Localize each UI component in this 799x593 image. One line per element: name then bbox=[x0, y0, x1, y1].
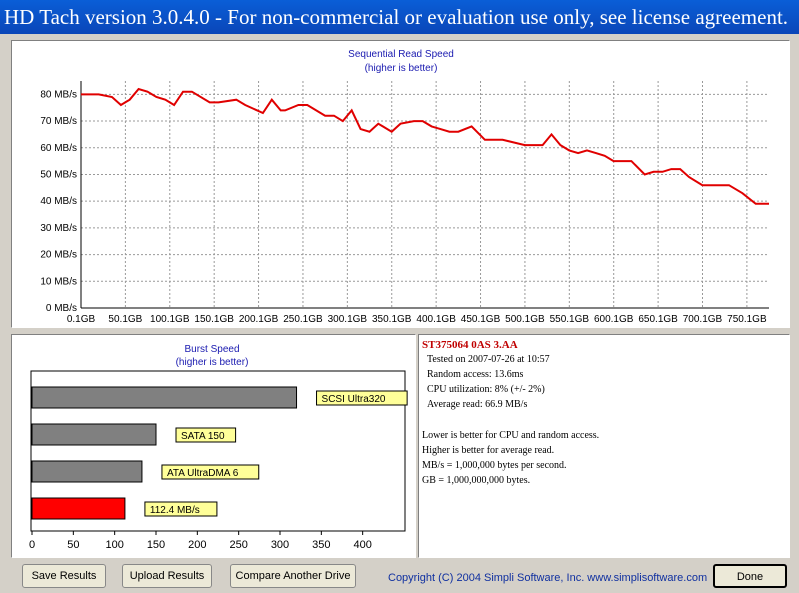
read-x-tick-label: 450.1GB bbox=[461, 314, 501, 325]
burst-x-tick-label: 0 bbox=[29, 539, 35, 551]
burst-bar-label: 112.4 MB/s bbox=[150, 505, 200, 516]
average-read-text: Average read: 66.9 MB/s bbox=[427, 399, 528, 410]
random-access-text: Random access: 13.6ms bbox=[427, 369, 524, 380]
compare-another-drive-button[interactable]: Compare Another Drive bbox=[230, 564, 356, 588]
read-chart-subtitle: (higher is better) bbox=[365, 63, 438, 74]
results-info-panel: ST375064 0AS 3.AA Tested on 2007-07-26 a… bbox=[418, 334, 790, 558]
burst-bar-label: ATA UltraDMA 6 bbox=[167, 468, 239, 479]
drive-model: ST375064 0AS 3.AA bbox=[422, 339, 518, 351]
read-x-tick-label: 750.1GB bbox=[727, 314, 767, 325]
burst-speed-panel: Burst Speed (higher is better) SCSI Ultr… bbox=[11, 334, 416, 558]
burst-x-tick-label: 200 bbox=[188, 539, 206, 551]
read-x-tick-label: 650.1GB bbox=[638, 314, 678, 325]
burst-bar bbox=[31, 423, 157, 446]
burst-bar-label-box bbox=[144, 501, 218, 517]
note-gb-definition: GB = 1,000,000,000 bytes. bbox=[422, 475, 531, 486]
burst-bar-label: SATA 150 bbox=[181, 431, 225, 442]
burst-bar-label-box bbox=[316, 390, 408, 406]
read-speed-line bbox=[80, 87, 769, 205]
read-y-tick-label: 70 MB/s bbox=[40, 116, 77, 127]
read-x-tick-label: 300.1GB bbox=[328, 314, 368, 325]
read-y-tick-label: 50 MB/s bbox=[40, 169, 77, 180]
note-mbs-definition: MB/s = 1,000,000 bytes per second. bbox=[422, 460, 567, 471]
cpu-utilization-text: CPU utilization: 8% (+/- 2%) bbox=[427, 384, 545, 395]
read-x-tick-label: 100.1GB bbox=[150, 314, 190, 325]
burst-speed-chart: Burst Speed (higher is better) SCSI Ultr… bbox=[29, 344, 408, 551]
note-higher-better: Higher is better for average read. bbox=[422, 445, 555, 456]
burst-bar bbox=[31, 386, 298, 409]
read-x-tick-label: 50.1GB bbox=[108, 314, 142, 325]
read-y-tick-label: 80 MB/s bbox=[40, 89, 77, 100]
burst-x-tick-label: 50 bbox=[67, 539, 79, 551]
read-y-tick-label: 60 MB/s bbox=[40, 143, 77, 154]
burst-chart-title: Burst Speed bbox=[184, 344, 239, 355]
read-y-tick-label: 10 MB/s bbox=[40, 276, 77, 287]
read-x-tick-label: 600.1GB bbox=[594, 314, 634, 325]
save-results-button[interactable]: Save Results bbox=[22, 564, 106, 588]
window-title-bar: HD Tach version 3.0.4.0 - For non-commer… bbox=[0, 0, 799, 34]
read-y-tick-label: 30 MB/s bbox=[40, 223, 77, 234]
done-button[interactable]: Done bbox=[713, 564, 787, 588]
read-x-tick-label: 400.1GB bbox=[416, 314, 456, 325]
read-x-tick-label: 500.1GB bbox=[505, 314, 545, 325]
burst-bar bbox=[31, 460, 143, 483]
burst-bar-label-box bbox=[175, 427, 237, 443]
burst-bar bbox=[31, 497, 126, 520]
copyright-text: Copyright (C) 2004 Simpli Software, Inc.… bbox=[388, 572, 708, 584]
read-y-tick-label: 0 MB/s bbox=[46, 303, 77, 314]
read-x-tick-label: 550.1GB bbox=[550, 314, 590, 325]
read-x-tick-label: 150.1GB bbox=[194, 314, 234, 325]
read-x-tick-label: 0.1GB bbox=[67, 314, 96, 325]
burst-x-tick-label: 100 bbox=[105, 539, 123, 551]
note-lower-better: Lower is better for CPU and random acces… bbox=[422, 430, 600, 441]
burst-x-tick-label: 250 bbox=[229, 539, 247, 551]
read-y-tick-label: 20 MB/s bbox=[40, 250, 77, 261]
read-x-tick-label: 700.1GB bbox=[683, 314, 723, 325]
sequential-read-panel: Sequential Read Speed (higher is better)… bbox=[11, 40, 790, 328]
burst-bar-label: SCSI Ultra320 bbox=[322, 394, 386, 405]
read-x-tick-label: 200.1GB bbox=[239, 314, 279, 325]
tested-on-text: Tested on 2007-07-26 at 10:57 bbox=[427, 354, 550, 365]
burst-x-tick-label: 400 bbox=[353, 539, 371, 551]
burst-x-tick-label: 350 bbox=[312, 539, 330, 551]
read-x-tick-label: 250.1GB bbox=[283, 314, 323, 325]
burst-plot-frame bbox=[30, 370, 406, 532]
burst-x-tick-label: 300 bbox=[271, 539, 289, 551]
read-x-tick-label: 350.1GB bbox=[372, 314, 412, 325]
upload-results-button[interactable]: Upload Results bbox=[122, 564, 212, 588]
burst-chart-subtitle: (higher is better) bbox=[176, 357, 249, 368]
burst-bar-label-box bbox=[161, 464, 260, 480]
burst-x-tick-label: 150 bbox=[147, 539, 165, 551]
window-title: HD Tach version 3.0.4.0 - For non-commer… bbox=[4, 5, 789, 29]
read-chart-title: Sequential Read Speed bbox=[348, 49, 454, 60]
read-y-tick-label: 40 MB/s bbox=[40, 196, 77, 207]
sequential-read-chart: Sequential Read Speed (higher is better)… bbox=[40, 49, 769, 325]
